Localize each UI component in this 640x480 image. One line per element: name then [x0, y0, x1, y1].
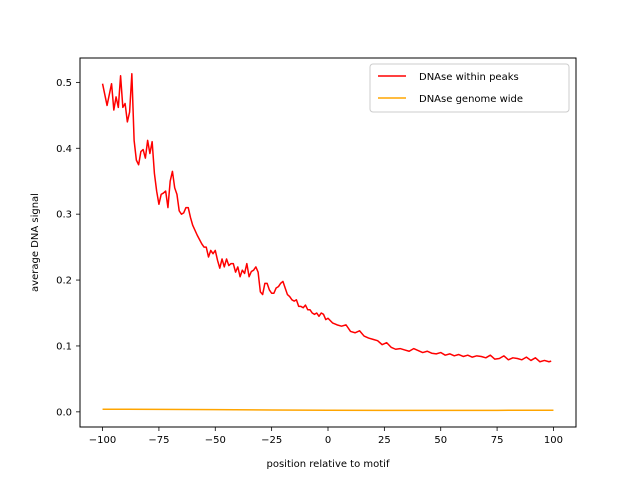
series-line-2	[102, 408, 554, 412]
x-tick-label: 25	[378, 435, 391, 446]
plot-lines	[101, 73, 554, 412]
legend-label-1: DNAse within peaks	[419, 72, 519, 83]
x-axis-ticks: −100 −75 −50 −25 0 25 50 75 100	[89, 427, 563, 446]
y-tick-label: 0.2	[56, 276, 72, 287]
y-tick-label: 0.5	[56, 78, 72, 89]
y-axis-ticks: 0.0 0.1 0.2 0.3 0.4 0.5	[56, 78, 80, 418]
x-tick-label: −75	[148, 435, 169, 446]
y-tick-label: 0.3	[56, 210, 72, 221]
y-axis-label: average DNA signal	[30, 193, 41, 292]
legend: DNAse within peaks DNAse genome wide	[369, 63, 570, 113]
x-tick-label: 100	[544, 435, 563, 446]
legend-box	[369, 63, 570, 113]
x-axis-label: position relative to motif	[267, 459, 390, 470]
x-tick-label: −50	[205, 435, 226, 446]
x-tick-label: 0	[325, 435, 331, 446]
x-tick-label: −25	[261, 435, 282, 446]
x-tick-label: −100	[89, 435, 116, 446]
legend-label-2: DNAse genome wide	[419, 94, 523, 105]
y-tick-label: 0.0	[56, 407, 72, 418]
x-tick-label: 50	[434, 435, 447, 446]
x-tick-label: 75	[491, 435, 504, 446]
series-line-1	[101, 73, 552, 363]
y-tick-label: 0.1	[56, 341, 72, 352]
y-tick-label: 0.4	[56, 144, 72, 155]
